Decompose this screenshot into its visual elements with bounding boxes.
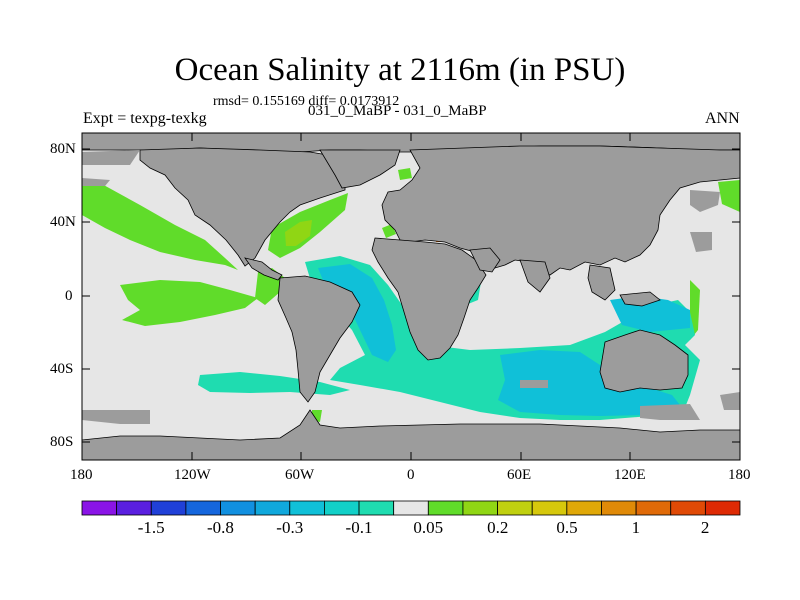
mask-mid-south	[520, 380, 548, 388]
colorbar-label: 0.05	[413, 518, 444, 537]
mask-west-pacific-south	[720, 392, 740, 410]
colorbar-swatch	[635, 500, 672, 516]
colorbar-label: -1.5	[137, 518, 165, 537]
masked-ocean-cells	[82, 150, 740, 424]
colorbar-swatch	[324, 500, 360, 516]
colorbar-swatch	[185, 500, 221, 516]
colorbar-label: 2	[700, 518, 710, 537]
lon-label-60w: 60W	[285, 467, 315, 483]
land-central-america	[244, 257, 283, 281]
field-north-atlantic-yellowgreen	[285, 220, 312, 246]
land-indian-subcontinent	[519, 259, 551, 293]
field-southern-indian-cyan	[498, 350, 684, 416]
map-title: Ocean Salinity at 2116m (in PSU)	[174, 52, 626, 88]
land-antarctica	[81, 409, 741, 461]
colorbar-swatch	[81, 500, 118, 516]
colorbar-label: 0.2	[487, 518, 509, 537]
colorbar-swatch	[704, 500, 741, 516]
land-maritime-islands	[619, 291, 661, 307]
lat-label-80s: 80S	[50, 434, 74, 450]
lon-label-60e: 60E	[507, 467, 532, 483]
field-west-pacific-cyan	[610, 296, 690, 332]
lon-label-0: 0	[407, 467, 415, 483]
colorbar-swatch	[393, 500, 429, 516]
colorbar-swatch	[670, 500, 706, 516]
land-southeast-asia	[587, 264, 616, 301]
colorbar-swatch	[566, 500, 602, 516]
land-arabia	[469, 247, 501, 273]
colorbar-label: 1	[631, 518, 641, 537]
colorbar-label: -0.8	[207, 518, 234, 537]
colorbar	[81, 500, 741, 516]
season-label: ANN	[705, 110, 740, 127]
land-south-america	[277, 275, 361, 403]
colorbar-swatch	[116, 500, 152, 516]
mask-bering	[82, 178, 110, 186]
lon-label-180w: 180	[70, 467, 93, 483]
mask-arctic	[82, 150, 140, 165]
field-north-pacific-green	[82, 180, 238, 270]
field-arctic-green	[398, 168, 412, 180]
lat-label-0: 0	[65, 288, 73, 304]
land-eurasia	[381, 145, 741, 276]
colorbar-swatch	[289, 500, 325, 516]
lon-label-120w: 120W	[174, 467, 211, 483]
mask-southern-east	[640, 404, 700, 420]
mask-southern-west	[82, 410, 150, 424]
land-greenland	[319, 149, 401, 189]
colorbar-swatch	[531, 500, 568, 516]
mask-east-pacific-coast	[690, 232, 712, 252]
land-masses	[81, 132, 741, 461]
colorbar-swatch	[427, 500, 464, 516]
colorbar-swatch	[462, 500, 498, 516]
lat-ticks	[82, 148, 740, 443]
lon-label-180e: 180	[728, 467, 751, 483]
lat-label-80n: 80N	[50, 141, 76, 157]
field-tropical-pacific-green	[120, 280, 258, 326]
mask-pacific-edge	[690, 190, 720, 212]
field-east-pacific-corner-green	[718, 180, 740, 212]
experiment-label: Expt = texpg-texkg	[83, 110, 207, 127]
colorbar-label: -0.1	[345, 518, 373, 537]
colorbar-swatch	[150, 500, 187, 516]
lon-ticks	[81, 133, 741, 460]
lon-label-120e: 120E	[614, 467, 646, 483]
runs-label: 031_0_MaBP - 031_0_MaBP	[308, 103, 487, 119]
colorbar-swatch	[220, 500, 256, 516]
rmsd-diff-stats: rmsd= 0.155169 diff= 0.0173912	[213, 94, 400, 109]
lat-label-40s: 40S	[50, 361, 74, 377]
colorbar-swatch	[358, 500, 395, 516]
colorbar-label: 0.5	[556, 518, 578, 537]
land-australia	[599, 329, 689, 393]
colorbar-swatch	[497, 500, 533, 516]
colorbar-swatch	[601, 500, 637, 516]
land-africa	[371, 237, 487, 361]
lat-label-40n: 40N	[50, 214, 76, 230]
colorbar-label: -0.3	[276, 518, 304, 537]
colorbar-swatch	[254, 500, 291, 516]
